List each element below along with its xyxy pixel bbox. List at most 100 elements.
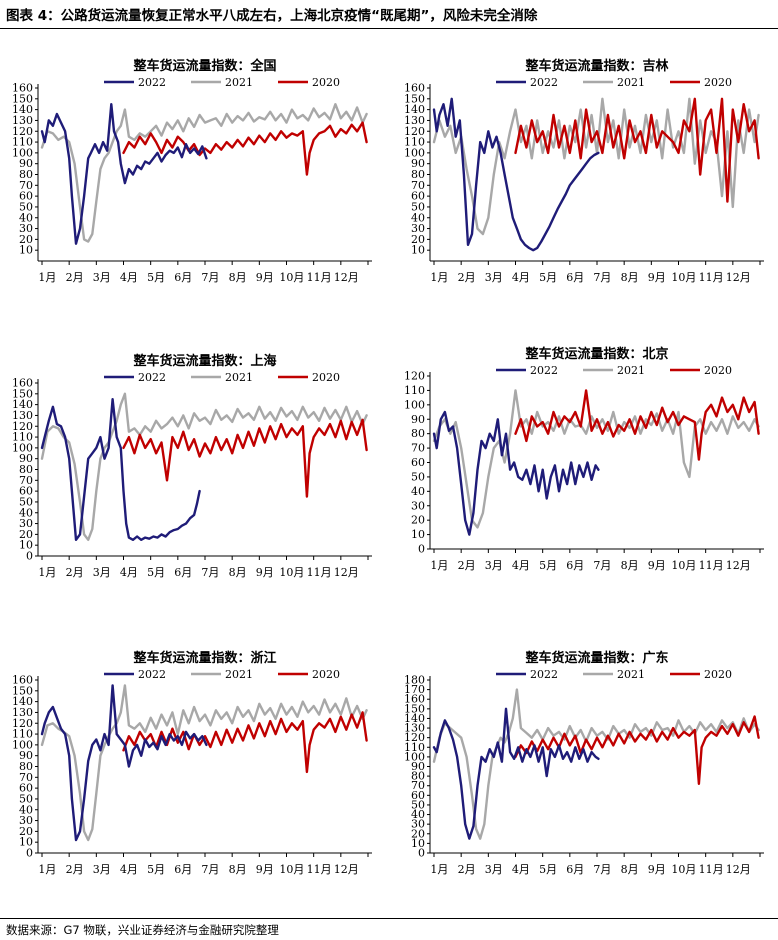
legend-label-2022: 2022 xyxy=(138,668,166,681)
y-tick-label: 0 xyxy=(418,543,425,556)
y-tick-label: 180 xyxy=(404,674,425,687)
y-tick-label: 70 xyxy=(411,442,425,455)
y-tick-label: 0 xyxy=(26,550,33,563)
y-tick-label: 20 xyxy=(19,825,33,838)
chart-title-jilin: 整车货运流量指数：吉林 xyxy=(524,58,668,74)
series-line-2020 xyxy=(514,389,760,461)
y-tick-label: 70 xyxy=(411,179,425,192)
x-tick-label: 11月 xyxy=(307,863,332,876)
x-tick-label: 6月 xyxy=(174,566,192,579)
y-tick-label: 50 xyxy=(19,495,33,508)
y-tick-label: 130 xyxy=(404,722,425,735)
x-tick-label: 2月 xyxy=(458,863,476,876)
legend-label-2022: 2022 xyxy=(138,76,166,89)
y-tick-label: 120 xyxy=(12,420,33,433)
y-tick-label: 110 xyxy=(404,384,425,397)
x-tick-label: 3月 xyxy=(93,863,111,876)
x-tick-label: 7月 xyxy=(201,566,219,579)
y-tick-label: 20 xyxy=(411,233,425,246)
y-tick-label: 90 xyxy=(19,749,33,762)
x-tick-label: 2月 xyxy=(66,566,84,579)
y-tick-label: 130 xyxy=(12,409,33,422)
y-tick-label: 160 xyxy=(12,377,33,390)
chart-title-guangdong: 整车货运流量指数：广东 xyxy=(524,650,668,666)
x-tick-label: 9月 xyxy=(648,863,666,876)
series-line-2021 xyxy=(432,688,760,840)
y-tick-label: 90 xyxy=(411,760,425,773)
y-tick-label: 0 xyxy=(26,847,33,860)
legend-label-2020: 2020 xyxy=(312,371,340,384)
x-tick-label: 7月 xyxy=(593,271,611,284)
x-tick-label: 3月 xyxy=(485,271,503,284)
x-tick-label: 9月 xyxy=(256,863,274,876)
series-line-2021 xyxy=(40,684,368,842)
y-tick-label: 140 xyxy=(12,695,33,708)
y-tick-label: 60 xyxy=(411,789,425,802)
x-tick-label: 3月 xyxy=(485,863,503,876)
y-tick-label: 10 xyxy=(411,528,425,541)
chart-panel-shanghai: 整车货运流量指数：上海 0 10 20 30 40 50 60 70 80 90 100 110 120 1… xyxy=(0,345,380,595)
y-tick-label: 140 xyxy=(404,712,425,725)
y-tick-label: 70 xyxy=(19,771,33,784)
y-tick-label: 0 xyxy=(418,847,425,860)
x-tick-label: 2月 xyxy=(458,559,476,572)
y-tick-label: 100 xyxy=(12,146,33,159)
chart-svg-shanghai: 整车货运流量指数：上海01020304050607080901001101201… xyxy=(12,353,372,579)
legend-label-2020: 2020 xyxy=(704,364,732,377)
x-tick-label: 6月 xyxy=(174,271,192,284)
source-rule xyxy=(0,918,778,919)
y-tick-label: 110 xyxy=(404,741,425,754)
x-tick-label: 4月 xyxy=(120,863,138,876)
x-tick-label: 12月 xyxy=(334,566,359,579)
legend-label-2022: 2022 xyxy=(530,76,558,89)
x-tick-label: 1月 xyxy=(430,559,448,572)
y-tick-label: 80 xyxy=(19,760,33,773)
y-tick-label: 90 xyxy=(19,452,33,465)
y-tick-label: 130 xyxy=(12,114,33,127)
y-tick-label: 160 xyxy=(12,82,33,95)
legend-label-2021: 2021 xyxy=(225,371,253,384)
legend-label-2020: 2020 xyxy=(312,668,340,681)
y-tick-label: 80 xyxy=(411,770,425,783)
y-tick-label: 30 xyxy=(411,818,425,831)
series-line-2022 xyxy=(40,398,201,542)
series-line-2020 xyxy=(514,715,760,786)
y-tick-label: 50 xyxy=(19,792,33,805)
y-tick-label: 60 xyxy=(19,190,33,203)
chart-title-shanghai: 整车货运流量指数：上海 xyxy=(132,353,276,369)
series-line-2020 xyxy=(514,97,760,203)
x-tick-label: 7月 xyxy=(201,863,219,876)
x-tick-label: 4月 xyxy=(512,863,530,876)
legend-label-2021: 2021 xyxy=(617,76,645,89)
y-tick-label: 80 xyxy=(19,168,33,181)
x-tick-label: 3月 xyxy=(485,559,503,572)
x-tick-label: 6月 xyxy=(566,271,584,284)
y-tick-label: 10 xyxy=(19,836,33,849)
figure-title: 图表 4：公路货运流量恢复正常水平八成左右，上海北京疫情“既尾期”，风险未完全消… xyxy=(6,8,538,24)
y-tick-label: 90 xyxy=(19,157,33,170)
x-tick-label: 9月 xyxy=(648,559,666,572)
y-tick-label: 10 xyxy=(411,837,425,850)
x-tick-label: 6月 xyxy=(174,863,192,876)
x-tick-label: 10月 xyxy=(671,863,696,876)
x-tick-label: 12月 xyxy=(726,863,751,876)
x-tick-label: 12月 xyxy=(726,559,751,572)
y-tick-label: 20 xyxy=(19,528,33,541)
x-tick-label: 5月 xyxy=(539,863,557,876)
y-tick-label: 120 xyxy=(404,125,425,138)
x-tick-label: 11月 xyxy=(307,566,332,579)
legend-label-2021: 2021 xyxy=(225,668,253,681)
x-tick-label: 10月 xyxy=(279,271,304,284)
y-tick-label: 90 xyxy=(411,413,425,426)
x-tick-label: 11月 xyxy=(699,863,724,876)
y-tick-label: 150 xyxy=(12,387,33,400)
x-tick-label: 8月 xyxy=(229,566,247,579)
x-tick-label: 4月 xyxy=(120,271,138,284)
series-line-2022 xyxy=(40,103,208,245)
x-tick-label: 12月 xyxy=(334,271,359,284)
y-tick-label: 140 xyxy=(12,398,33,411)
series-line-2021 xyxy=(432,97,760,236)
chart-title-zhejiang: 整车货运流量指数：浙江 xyxy=(132,650,276,666)
y-tick-label: 40 xyxy=(411,211,425,224)
series-line-2022 xyxy=(40,684,208,842)
